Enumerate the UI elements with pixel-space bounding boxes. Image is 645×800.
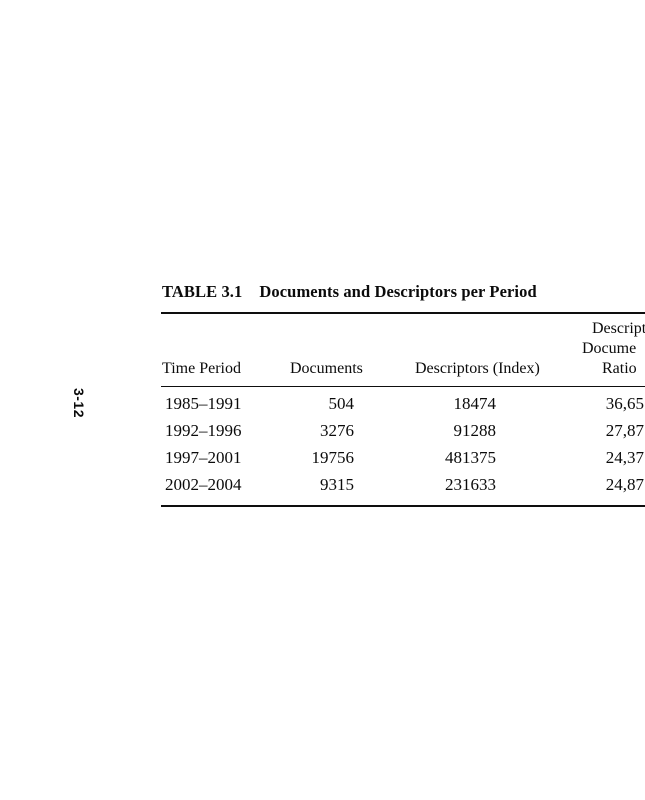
table-bottom-rule	[161, 504, 645, 508]
cell-period: 1992–1996	[165, 421, 242, 440]
column-header-ratio-line1: Descript	[592, 320, 645, 337]
cell-ratio: 24,87	[605, 475, 644, 494]
cell-descriptors: 481375	[445, 448, 496, 467]
cell-period: 2002–2004	[165, 475, 242, 494]
cell-documents: 9315	[320, 475, 354, 494]
column-header-descriptors-index: Descriptors (Index)	[415, 360, 540, 377]
table-header-rule	[161, 385, 645, 388]
table-top-rule	[161, 311, 645, 315]
cell-descriptors: 18474	[453, 394, 497, 413]
cell-documents: 504	[328, 394, 355, 413]
page-number-label: 3-12	[71, 387, 87, 419]
cell-descriptors: 231633	[445, 475, 496, 494]
cell-documents: 3276	[320, 421, 354, 440]
cell-period: 1985–1991	[165, 394, 242, 413]
cell-ratio: 24,37	[605, 448, 644, 467]
cell-ratio: 27,87	[605, 421, 644, 440]
caption-spacer	[242, 284, 259, 301]
table-caption: TABLE 3.1 Documents and Descriptors per …	[162, 282, 537, 301]
column-header-ratio-line2: Docume	[582, 340, 637, 357]
cell-descriptors: 91288	[453, 421, 497, 440]
table-caption-title: Documents and Descriptors per Period	[259, 282, 537, 301]
cell-period: 1997–2001	[165, 448, 242, 467]
cell-documents: 19756	[311, 448, 355, 467]
column-header-ratio-line3: Ratio	[602, 360, 637, 377]
column-header-time-period: Time Period	[162, 360, 241, 377]
cell-ratio: 36,65	[605, 394, 644, 413]
table-caption-number: TABLE 3.1	[162, 282, 243, 301]
column-header-documents: Documents	[290, 360, 363, 377]
